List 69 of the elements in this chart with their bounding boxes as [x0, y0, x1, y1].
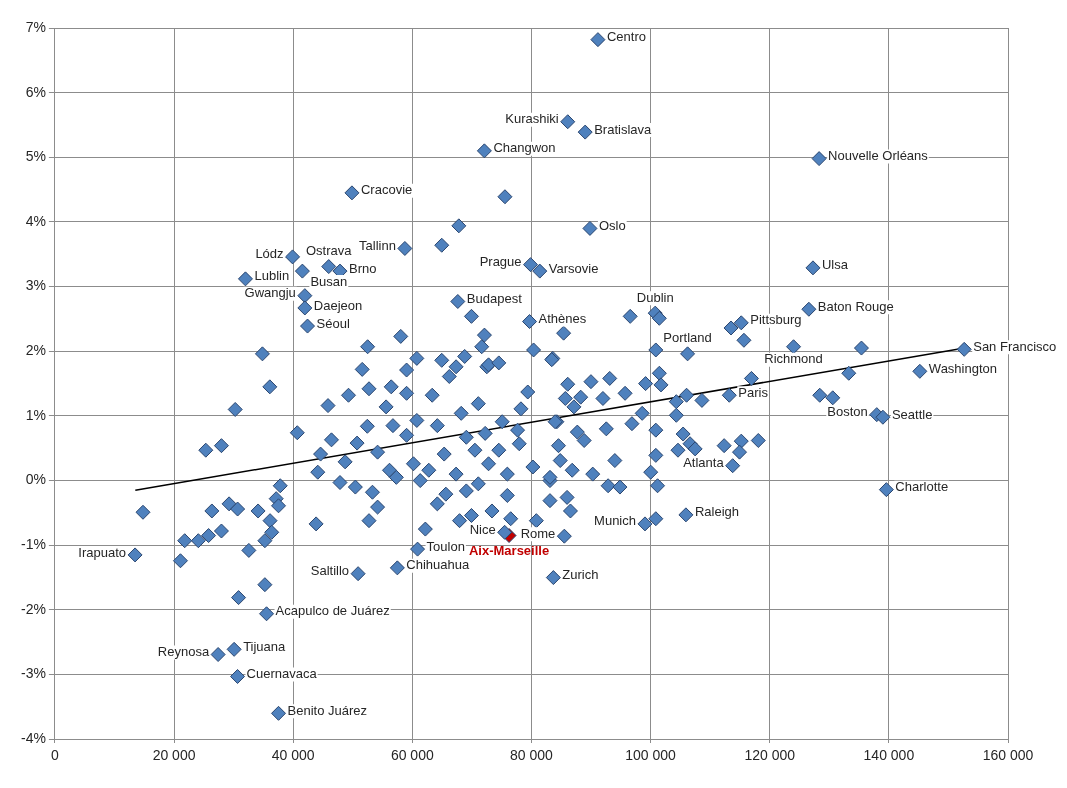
- y-tick-label: 5%: [25, 148, 46, 165]
- annotation: Varsovie: [548, 260, 599, 276]
- annotation: Paris: [738, 384, 769, 400]
- y-tick-label: 4%: [25, 212, 46, 229]
- x-tick-label: 0: [51, 747, 59, 764]
- y-tick-label: 7%: [25, 18, 46, 35]
- annotation: Rome: [520, 525, 556, 541]
- annotation: Oslo: [598, 218, 626, 234]
- annotation: Tijuana: [243, 638, 287, 654]
- y-tick-label: -1%: [20, 536, 46, 553]
- annotation: Reynosa: [157, 644, 210, 660]
- annotation: Atlanta: [683, 455, 725, 471]
- annotation: Saltillo: [310, 563, 350, 579]
- annotation: Cuernavaca: [246, 666, 318, 682]
- annotation: Daejeon: [313, 297, 363, 313]
- annotation: Ulsa: [821, 257, 849, 273]
- annotation: Portland: [663, 330, 712, 346]
- annotation: Brno: [348, 260, 377, 276]
- annotation: San Francisco: [973, 338, 1057, 354]
- annotation: Zurich: [562, 567, 599, 583]
- annotation: Athènes: [538, 311, 587, 327]
- annotation: Charlotte: [895, 479, 949, 495]
- y-tick-label: -2%: [20, 600, 46, 617]
- annotation: Séoul: [316, 315, 350, 331]
- x-tick-label: 140 000: [863, 747, 915, 764]
- annotation: Baton Rouge: [817, 298, 894, 314]
- x-tick-label: 80 000: [510, 747, 554, 764]
- y-tick-label: -3%: [20, 665, 46, 682]
- x-tick-label: 40 000: [271, 747, 315, 764]
- annotation: Washington: [928, 360, 998, 376]
- annotation: Nouvelle Orléans: [828, 148, 929, 164]
- annotation: Bratislava: [594, 121, 653, 137]
- y-tick-label: 6%: [25, 83, 46, 100]
- annotation: Gwangju: [244, 285, 296, 301]
- annotation: Pittsburg: [750, 312, 802, 328]
- y-tick-label: 0%: [25, 471, 46, 488]
- annotation: Lódz: [255, 246, 284, 262]
- x-tick-label: 160 000: [982, 747, 1034, 764]
- x-tick-label: 60 000: [390, 747, 434, 764]
- annotation: Busan: [310, 273, 348, 289]
- annotation: Changwon: [493, 140, 556, 156]
- annotation: Dublin: [636, 289, 674, 305]
- annotation: Centro: [606, 29, 646, 45]
- annotation: Munich: [594, 513, 636, 529]
- series-label: Aix-Marseille: [468, 542, 550, 558]
- annotation: Kurashiki: [505, 111, 559, 127]
- annotation: Ostrava: [305, 243, 353, 259]
- annotation: Budapest: [466, 291, 523, 307]
- y-tick-label: 3%: [25, 277, 46, 294]
- annotation: Seattle: [891, 406, 933, 422]
- annotation: Irapuato: [78, 544, 127, 560]
- annotation: Boston: [827, 404, 868, 420]
- annotation: Raleigh: [694, 504, 739, 520]
- annotation: Richmond: [764, 351, 823, 367]
- x-tick-label: 20 000: [152, 747, 196, 764]
- annotation: Prague: [479, 254, 522, 270]
- annotation: Nice: [469, 521, 496, 537]
- annotation: Cracovie: [360, 182, 413, 198]
- annotation: Tallinn: [359, 238, 396, 254]
- y-tick-label: 1%: [25, 406, 46, 423]
- x-tick-label: 120 000: [744, 747, 796, 764]
- annotation: Toulon: [426, 538, 465, 554]
- y-tick-label: 2%: [25, 342, 46, 359]
- annotation: Acapulco de Juárez: [275, 603, 390, 619]
- annotation: Lublin: [254, 268, 290, 284]
- x-tick-label: 100 000: [625, 747, 677, 764]
- annotation: Benito Juárez: [287, 702, 368, 718]
- annotation: Chihuahua: [406, 557, 471, 573]
- y-tick-label: -4%: [20, 730, 46, 747]
